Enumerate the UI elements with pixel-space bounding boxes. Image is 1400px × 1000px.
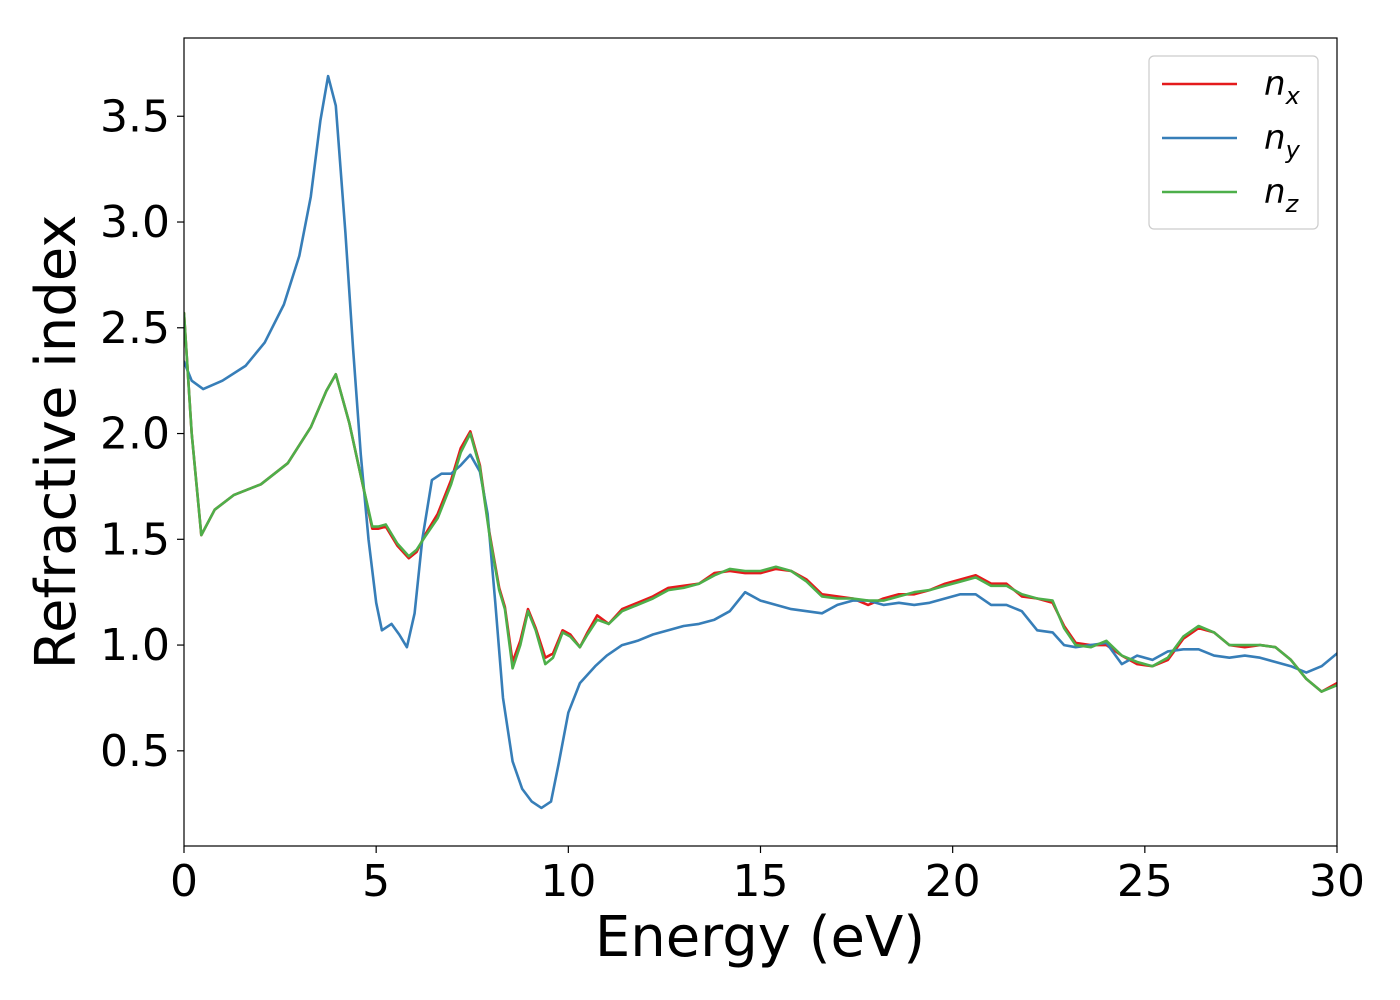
x-tick-label: 30: [1309, 856, 1365, 907]
y-tick-label: 2.0: [100, 409, 170, 460]
y-tick-label: 2.5: [100, 303, 170, 354]
legend-label-nz: nz: [1264, 172, 1300, 218]
series-line-ny: [184, 74, 1337, 810]
y-axis-label: Refractive index: [24, 215, 89, 670]
x-tick-label: 0: [170, 856, 198, 907]
series-line-nx: [184, 311, 1337, 693]
x-tick-label: 15: [733, 856, 789, 907]
x-tick-label: 20: [925, 856, 981, 907]
series-layer: [184, 74, 1337, 810]
y-tick-label: 3.5: [100, 91, 170, 142]
x-tick-label: 10: [540, 856, 596, 907]
y-tick-label: 3.0: [100, 197, 170, 248]
y-tick-label: 1.0: [100, 620, 170, 671]
x-tick-label: 5: [362, 856, 390, 907]
series-line-nz: [184, 311, 1337, 693]
y-tick-label: 0.5: [100, 726, 170, 777]
x-axis-ticks: 0 5 10 15 20 25 30: [170, 846, 1365, 907]
y-axis-ticks: 0.5 1.0 1.5 2.0 2.5 3.0 3.5: [100, 91, 184, 777]
legend-frame: [1148, 55, 1319, 230]
y-tick-label: 1.5: [100, 514, 170, 565]
x-tick-label: 25: [1117, 856, 1173, 907]
x-axis-label: Energy (eV): [595, 905, 925, 970]
